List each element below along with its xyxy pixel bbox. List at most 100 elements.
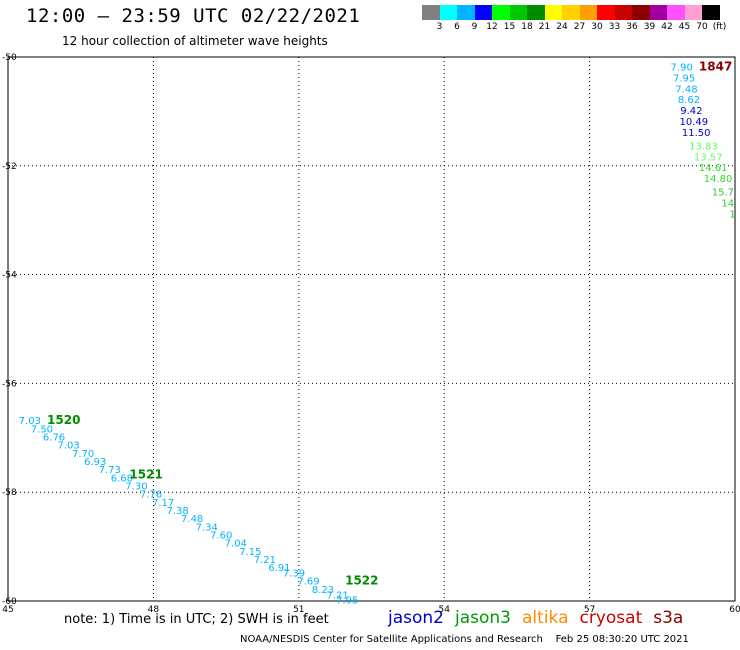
colorbar-label: 45 <box>678 22 691 32</box>
colorbar-label: 42 <box>661 22 673 32</box>
colorbar-label: 24 <box>556 22 568 32</box>
swh-point: 10.49 <box>679 117 708 128</box>
colorbar-label: 39 <box>643 22 656 32</box>
swh-point: 14.61 <box>699 163 728 174</box>
colorbar-swatch <box>667 5 685 20</box>
swh-point: 6.68 <box>111 473 133 484</box>
swh-point: 6.91 <box>268 563 290 574</box>
time-label: 1520 <box>47 413 80 427</box>
colorbar-label: 21 <box>538 22 551 32</box>
swh-point: 7.17 <box>152 498 174 509</box>
time-label: 1847 <box>699 60 732 74</box>
legend: jason2 jason3 altika cryosat s3a <box>388 608 694 628</box>
swh-point: 14 <box>721 199 734 210</box>
colorbar-swatch <box>597 5 615 20</box>
x-tick-label: 60 <box>729 605 740 615</box>
colorbar-swatch <box>474 5 492 20</box>
swh-point: 14.80 <box>704 174 733 185</box>
swh-point: 6.93 <box>84 457 106 468</box>
swh-point: 7.73 <box>99 465 121 476</box>
colorbar-swatch <box>509 5 527 20</box>
swh-point: 7.04 <box>225 539 247 550</box>
colorbar-swatch <box>527 5 545 20</box>
swh-point: 1 <box>729 209 735 220</box>
colorbar-swatch <box>562 5 580 20</box>
swh-point: 7.69 <box>297 577 319 588</box>
chart-title: 12:00 — 23:59 UTC 02/22/2021 <box>26 5 361 27</box>
swh-point: 7.70 <box>72 449 94 460</box>
y-tick-label: -56 <box>2 379 17 389</box>
swh-point: 7.21 <box>254 555 276 566</box>
swh-point: 7.34 <box>196 522 218 533</box>
x-tick-label: 51 <box>293 605 304 615</box>
swh-point: 7.90 <box>671 63 693 74</box>
y-tick-label: -58 <box>2 488 17 498</box>
colorbar-labels: 3 6 9 12 15 18 21 24 27 30 33 36 39 42 45 70 (ft) <box>422 22 740 34</box>
colorbar-swatch <box>579 5 597 20</box>
swh-point: 7.30 <box>125 481 147 492</box>
colorbar-label: 33 <box>608 22 621 32</box>
legend-entry-jason3: jason3 <box>455 608 511 628</box>
swh-point: 7.03 <box>57 441 79 452</box>
colorbar-swatch <box>632 5 650 20</box>
swh-point: 13.57 <box>694 152 723 163</box>
plot-frame <box>7 56 736 602</box>
swh-point: 7.03 <box>19 416 41 427</box>
legend-entry-cryosat: cryosat <box>579 608 643 628</box>
colorbar-label: 3 <box>436 22 443 32</box>
swh-point: 15.7 <box>712 188 734 199</box>
colorbar-label: 12 <box>486 22 498 32</box>
x-tick-label: 57 <box>584 605 595 615</box>
time-label: 1522 <box>345 574 378 588</box>
colorbar-label: 30 <box>591 22 603 32</box>
colorbar-swatch <box>492 5 510 20</box>
swh-point: 7.39 <box>283 569 305 580</box>
legend-entry-altika: altika <box>522 608 569 628</box>
x-tick-label: 45 <box>2 605 13 615</box>
colorbar-label: 15 <box>503 22 516 32</box>
time-label: 1521 <box>129 468 162 482</box>
colorbar-swatch <box>649 5 667 20</box>
colorbar-swatch <box>439 5 457 20</box>
swh-point: 9.42 <box>680 106 702 117</box>
swh-point: 7.95 <box>336 596 358 607</box>
x-tick-label: 48 <box>148 605 160 615</box>
colorbar-swatch <box>457 5 475 20</box>
colorbar-label: 70 <box>696 22 708 32</box>
legend-entry-jason2: jason2 <box>388 608 444 628</box>
swh-point: 13.83 <box>689 141 718 152</box>
swh-point: 7.38 <box>167 506 189 517</box>
colorbar-label: 9 <box>471 22 478 32</box>
colorbar-label: 36 <box>626 22 638 32</box>
footer-credit: NOAA/NESDIS Center for Satellite Applica… <box>240 634 689 645</box>
swh-point: 7.48 <box>675 84 697 95</box>
chart-subtitle: 12 hour collection of altimeter wave hei… <box>62 34 328 48</box>
swh-point: 7.60 <box>210 530 232 541</box>
swh-point: 7.48 <box>181 514 203 525</box>
colorbar-swatch <box>544 5 562 20</box>
swh-point: 7.15 <box>239 547 261 558</box>
colorbar <box>422 5 720 20</box>
legend-entry-s3a: s3a <box>653 608 684 628</box>
x-tick-label: 54 <box>438 605 450 615</box>
swh-point: 6.76 <box>43 433 65 444</box>
colorbar-swatch <box>614 5 632 20</box>
swh-point: 8.23 <box>312 585 334 596</box>
colorbar-swatch <box>422 5 440 20</box>
swh-point: 11.50 <box>682 128 711 139</box>
colorbar-label: 27 <box>573 22 586 32</box>
note-text: note: 1) Time is in UTC; 2) SWH is in fe… <box>64 612 329 627</box>
y-tick-label: -54 <box>2 271 17 281</box>
swh-point: 7.21 <box>326 590 348 601</box>
colorbar-swatch <box>684 5 702 20</box>
swh-point: 7.50 <box>31 424 53 435</box>
colorbar-label: 6 <box>454 22 460 32</box>
swh-point: 7.76 <box>140 490 162 501</box>
y-tick-label: -52 <box>2 162 17 172</box>
colorbar-swatch <box>702 5 720 20</box>
y-tick-label: -60 <box>2 597 17 607</box>
y-tick-label: -50 <box>2 53 17 63</box>
swh-point: 8.62 <box>678 95 700 106</box>
swh-point: 7.95 <box>673 73 695 84</box>
